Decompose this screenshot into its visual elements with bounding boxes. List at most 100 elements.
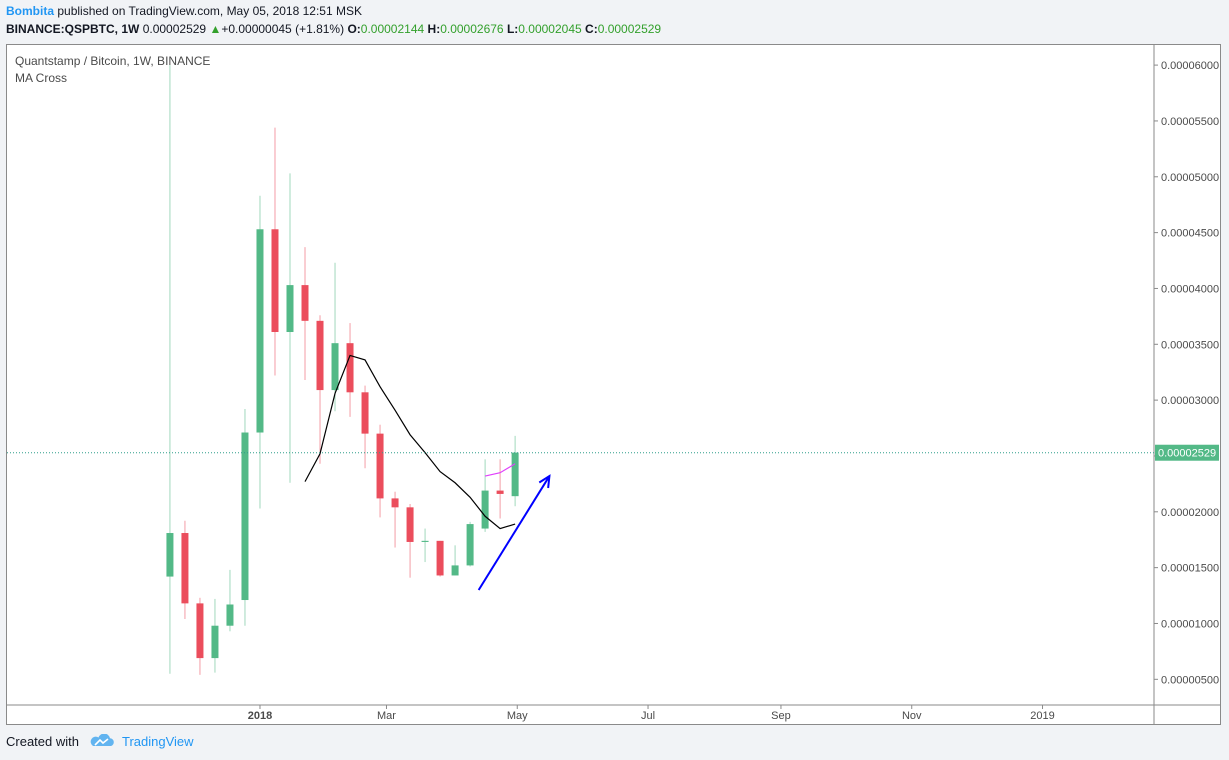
last-price-badge	[1155, 444, 1219, 461]
time-tick-label: 2018	[248, 710, 272, 722]
moving-averages-layer	[304, 354, 516, 530]
price-chart[interactable]: Quantstamp / Bitcoin, 1W, BINANCE MA Cro…	[7, 45, 1220, 724]
candle-23[interactable]	[496, 459, 504, 519]
publication-header: Bombita published on TradingView.com, Ma…	[6, 4, 1221, 38]
low-label: L:	[506, 22, 519, 36]
time-tick-label: Sep	[771, 710, 791, 722]
candle-6[interactable]	[241, 409, 249, 626]
chart-legend-title: Quantstamp / Bitcoin, 1W, BINANCE	[15, 54, 210, 68]
price-tick-label: 0.00001000	[1161, 618, 1219, 630]
last-price-marker: 0.00002529	[7, 444, 1219, 461]
candle-2[interactable]	[181, 520, 189, 620]
tradingview-link[interactable]: TradingView	[122, 734, 194, 749]
candle-4[interactable]	[211, 598, 219, 673]
candle-10[interactable]	[301, 247, 309, 381]
published-text: published on TradingView.com, May 05, 20…	[57, 4, 362, 18]
price-tick-label: 0.00004000	[1161, 283, 1219, 295]
candle-body	[421, 540, 429, 542]
created-with-text: Created with	[6, 734, 79, 749]
candle-22[interactable]	[481, 459, 489, 532]
candle-16[interactable]	[391, 491, 399, 548]
candle-body	[271, 229, 279, 333]
candle-body	[481, 490, 489, 529]
candles-layer	[166, 65, 519, 675]
candle-body	[301, 285, 309, 321]
candle-18[interactable]	[421, 528, 429, 563]
time-axis[interactable]: 2018 Mar May Jul Sep Nov 2019	[248, 705, 1055, 722]
candle-body	[316, 320, 324, 391]
footer: Created with TradingView	[6, 733, 194, 752]
time-tick-label: Nov	[902, 710, 922, 722]
candle-body	[166, 533, 174, 577]
price-tick-label: 0.00004500	[1161, 228, 1219, 240]
price-tick-label: 0.00005000	[1161, 172, 1219, 184]
candle-5[interactable]	[226, 569, 234, 632]
last-price: 0.00002529	[142, 22, 207, 36]
price-axis[interactable]: 0.00006000 0.00005500 0.00005000 0.00004500…	[1154, 60, 1219, 686]
high-value: 0.00002676	[440, 22, 504, 36]
chart-frame: Quantstamp / Bitcoin, 1W, BINANCE MA Cro…	[6, 44, 1221, 725]
price-tick-label: 0.00002000	[1161, 507, 1219, 519]
author-link[interactable]: Bombita	[6, 4, 54, 18]
candle-body	[391, 498, 399, 508]
candle-1[interactable]	[166, 65, 174, 674]
price-tick-label: 0.00005500	[1161, 116, 1219, 128]
price-tick-label: 0.00006000	[1161, 60, 1219, 72]
candle-body	[466, 524, 474, 566]
slow-ma-line	[304, 354, 516, 530]
candle-12[interactable]	[331, 262, 339, 412]
tradingview-cloud-icon	[90, 733, 114, 746]
candle-body	[196, 603, 204, 659]
time-tick-label: Jul	[641, 710, 655, 722]
close-value: 0.00002529	[597, 22, 662, 36]
candle-body	[496, 490, 504, 494]
candle-14[interactable]	[361, 385, 369, 469]
candle-3[interactable]	[196, 597, 204, 675]
indicator-legend: MA Cross	[15, 71, 67, 85]
publisher-line: Bombita published on TradingView.com, Ma…	[6, 4, 362, 18]
candle-body	[241, 432, 249, 601]
candle-9[interactable]	[286, 173, 294, 483]
price-tick-label: 0.00001500	[1161, 563, 1219, 575]
candle-body	[436, 540, 444, 576]
time-tick-label: May	[507, 710, 528, 722]
candle-body	[226, 604, 234, 626]
candle-24[interactable]	[511, 435, 519, 507]
candle-11[interactable]	[316, 315, 324, 464]
time-tick-label: 2019	[1030, 710, 1054, 722]
time-tick-label: Mar	[377, 710, 396, 722]
symbol-line: BINANCE:QSPBTC, 1W 0.00002529 ▲+0.000000…	[6, 22, 661, 36]
candle-body	[511, 452, 519, 497]
candle-body	[211, 625, 219, 659]
candle-17[interactable]	[406, 503, 414, 578]
candle-19[interactable]	[436, 540, 444, 577]
annotations-layer	[477, 474, 551, 591]
candle-7[interactable]	[256, 195, 264, 509]
candle-body	[256, 229, 264, 433]
low-value: 0.00002045	[518, 22, 582, 36]
open-label: O:	[347, 22, 361, 36]
candle-body	[451, 565, 459, 576]
trend-arrow-line[interactable]	[477, 475, 551, 591]
fast-ma-line	[484, 463, 516, 477]
candle-13[interactable]	[346, 323, 354, 417]
open-value: 0.00002144	[360, 22, 425, 36]
candle-body	[346, 343, 354, 393]
price-tick-label: 0.00003000	[1161, 395, 1219, 407]
last-price-label: 0.00002529	[1158, 448, 1216, 460]
change-arrow-icon: ▲	[209, 22, 222, 36]
candle-21[interactable]	[466, 521, 474, 567]
price-tick-label: 0.00000500	[1161, 674, 1219, 686]
candle-15[interactable]	[376, 424, 384, 518]
trend-arrow-head-icon	[538, 474, 551, 489]
candle-body	[181, 533, 189, 604]
high-label: H:	[427, 22, 441, 36]
close-label: C:	[585, 22, 598, 36]
price-tick-label: 0.00003500	[1161, 339, 1219, 351]
candle-8[interactable]	[271, 127, 279, 376]
change-value: +0.00000045 (+1.81%)	[221, 22, 345, 36]
candle-body	[406, 507, 414, 542]
candle-20[interactable]	[451, 545, 459, 576]
candle-body	[331, 343, 339, 391]
candle-body	[361, 392, 369, 434]
